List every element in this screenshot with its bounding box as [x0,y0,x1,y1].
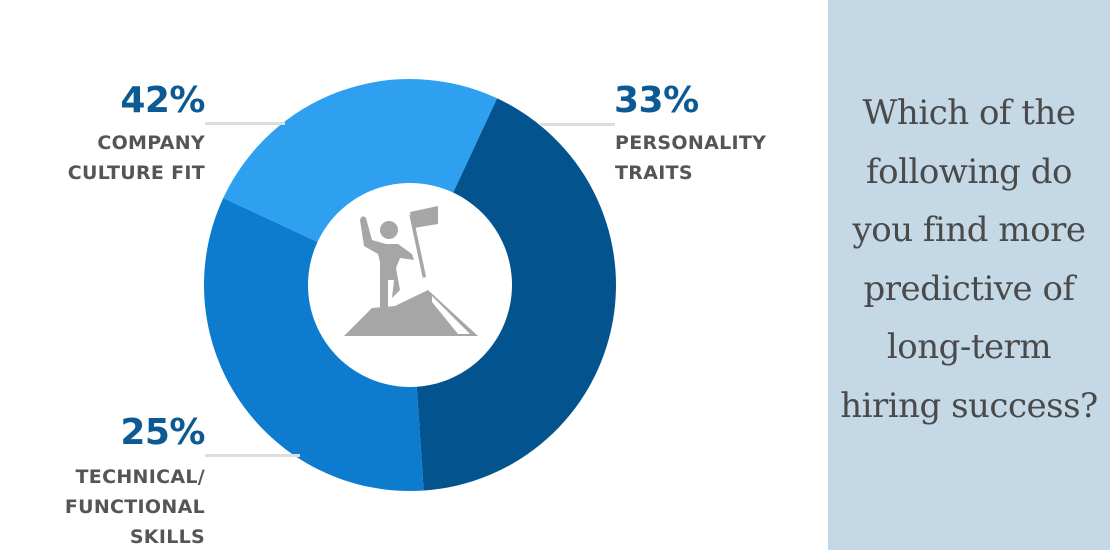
leader-line-personality [540,123,615,126]
leader-line-technical [205,454,300,457]
category-label-personality: PERSONALITY TRAITS [615,128,766,188]
donut-chart [203,79,617,491]
data-label-personality: 33% [614,80,699,121]
person-on-mountain-with-flag-icon [344,206,478,336]
data-label-technical: 25% [120,412,205,453]
label-line: CULTURE FIT [67,162,205,184]
label-line: SKILLS [129,526,205,548]
data-label-culture: 42% [120,80,205,121]
donut-hole [308,183,512,387]
label-line: FUNCTIONAL [64,496,205,518]
label-line: TRAITS [615,162,693,184]
category-label-technical: TECHNICAL/ FUNCTIONAL SKILLS [65,462,205,552]
question-panel: Which of the following do you find more … [828,0,1110,550]
label-line: TECHNICAL/ [75,466,205,488]
leader-line-culture [205,122,285,125]
category-label-culture: COMPANY CULTURE FIT [68,128,205,188]
slice-culture [410,98,617,491]
label-line: COMPANY [97,132,205,154]
question-text: Which of the following do you find more … [840,93,1098,426]
label-line: PERSONALITY [615,132,767,154]
